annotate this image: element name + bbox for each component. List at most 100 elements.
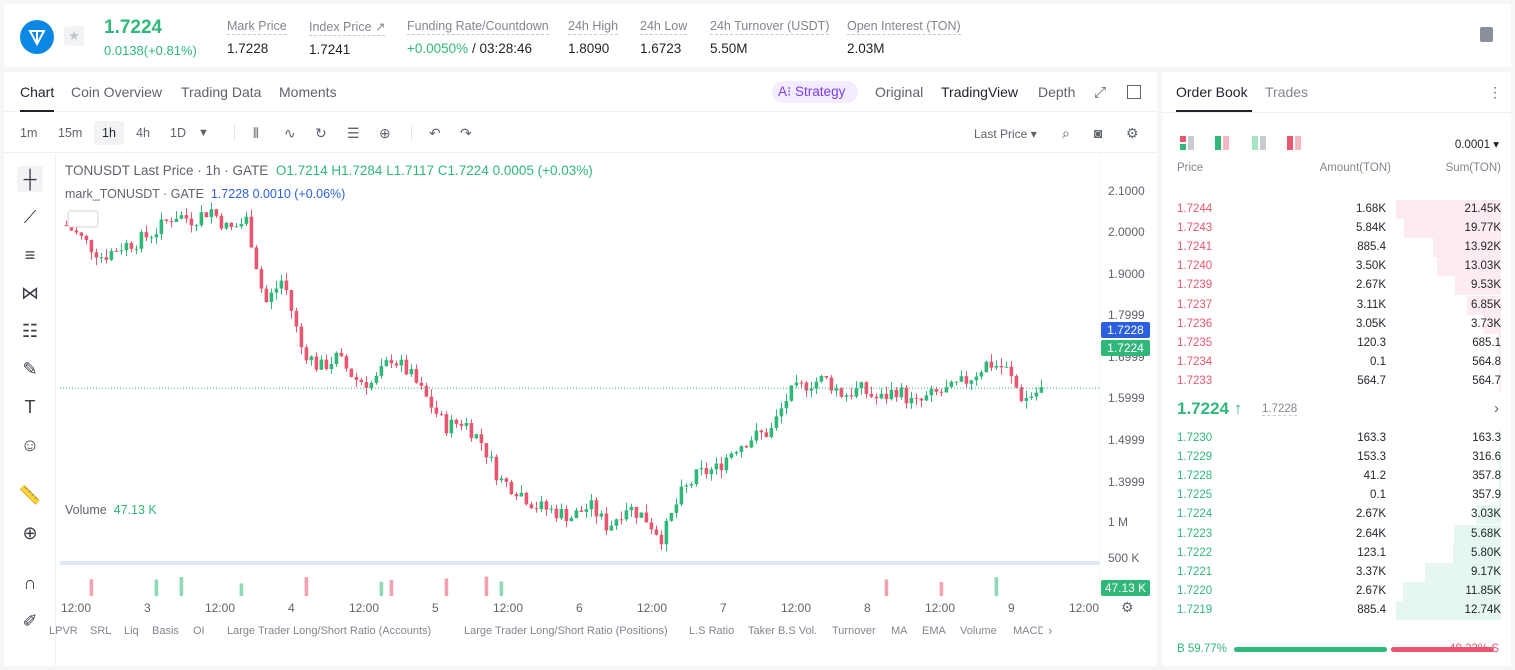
candle-body — [714, 463, 719, 470]
book-sells-icon[interactable] — [1287, 136, 1301, 150]
depth-bar — [1452, 543, 1501, 563]
ask-row[interactable]: 1.7236 3.05K 3.73K — [1162, 314, 1511, 334]
ask-row[interactable]: 1.7244 1.68K 21.45K — [1162, 200, 1511, 219]
indicators-icon[interactable]: ∿ — [284, 125, 296, 141]
bid-row[interactable]: 1.7224 2.67K 3.03K — [1162, 505, 1511, 525]
interval-dropdown-icon[interactable]: ▼ — [198, 127, 209, 139]
tab-order-book[interactable]: Order Book — [1176, 84, 1248, 100]
book-asks-icon[interactable] — [1252, 136, 1266, 150]
redo-icon[interactable]: ↷ — [460, 125, 472, 141]
tab-moments[interactable]: Moments — [279, 84, 337, 100]
alert-add-icon[interactable]: ⊕ — [379, 125, 391, 141]
stat-index-price[interactable]: Index Price ↗ 1.7241 — [309, 19, 386, 57]
trendline-icon[interactable]: ⟋ — [23, 207, 37, 227]
interval-4h[interactable]: 4h — [136, 126, 150, 140]
candle-body — [404, 359, 409, 375]
ruler-icon[interactable]: 📏 — [18, 485, 42, 505]
y-tick: 1.4999 — [1108, 433, 1145, 447]
window-icon[interactable] — [1127, 85, 1141, 99]
guide-book-icon[interactable] — [1480, 27, 1493, 42]
indicator-item[interactable]: Taker B.S Vol. — [748, 625, 818, 637]
more-icon[interactable]: ⋮ — [1488, 84, 1502, 100]
indicator-item[interactable]: Basis — [152, 625, 179, 637]
tab-trades[interactable]: Trades — [1265, 84, 1309, 100]
ask-row[interactable]: 1.7235 120.3 685.1 — [1162, 333, 1511, 353]
ask-row[interactable]: 1.7234 0.1 564.8 — [1162, 352, 1511, 372]
indicator-item[interactable]: L.S Ratio — [689, 625, 735, 637]
interval-1m[interactable]: 1m — [20, 126, 38, 140]
magnet-icon[interactable]: ∩ — [23, 573, 37, 593]
camera-icon[interactable]: ◙ — [1094, 125, 1103, 141]
candle-body — [919, 398, 924, 401]
candle-body — [729, 453, 734, 458]
ask-row[interactable]: 1.7239 2.67K 9.53K — [1162, 276, 1511, 296]
indicator-item[interactable]: MA — [891, 625, 908, 637]
bid-row[interactable]: 1.7221 3.37K 9.17K — [1162, 562, 1511, 582]
ask-row[interactable]: 1.7240 3.50K 13.03K — [1162, 257, 1511, 277]
indicator-item[interactable]: Liq — [124, 625, 139, 637]
volume-tick: 500 K — [1108, 551, 1140, 565]
undo-icon[interactable]: ↶ — [429, 125, 441, 141]
candlestick-chart[interactable] — [60, 154, 1100, 596]
search-icon[interactable]: ⌕ — [1062, 125, 1070, 141]
emoji-icon[interactable]: ☺ — [20, 435, 40, 455]
candle-type-icon[interactable]: ⫴ — [253, 125, 259, 141]
ask-row[interactable]: 1.7241 885.4 13.92K — [1162, 238, 1511, 258]
expand-icon[interactable]: ⤢ — [1094, 84, 1107, 101]
indicator-item[interactable]: SRL — [90, 625, 112, 637]
bid-row[interactable]: 1.7228 41.2 357.8 — [1162, 467, 1511, 487]
indicator-item[interactable]: OI — [193, 625, 205, 637]
bid-row[interactable]: 1.7219 885.4 12.74K — [1162, 600, 1511, 620]
view-depth[interactable]: Depth — [1038, 84, 1076, 100]
tab-trading-data[interactable]: Trading Data — [181, 84, 262, 100]
indicator-item[interactable]: EMA — [922, 625, 946, 637]
tab-chart[interactable]: Chart — [20, 84, 55, 100]
indicator-item[interactable]: LPVR — [49, 625, 78, 637]
ask-row[interactable]: 1.7243 5.84K 19.77K — [1162, 219, 1511, 239]
bid-row[interactable]: 1.7230 163.3 163.3 — [1162, 429, 1511, 448]
text-tool-icon[interactable]: T — [24, 397, 36, 417]
chevron-right-icon[interactable]: › — [1494, 400, 1499, 417]
bid-row[interactable]: 1.7229 153.3 316.6 — [1162, 448, 1511, 468]
pattern-icon[interactable]: ⋈ — [21, 283, 39, 303]
axis-settings-icon[interactable]: ⚙ — [1121, 599, 1134, 615]
scroll-right-icon[interactable]: › — [1048, 623, 1053, 638]
indicator-item[interactable]: Volume — [960, 625, 997, 637]
candle-body — [99, 257, 104, 259]
bid-row[interactable]: 1.7220 2.67K 11.85K — [1162, 581, 1511, 601]
lock-draw-icon[interactable]: ✐ — [22, 611, 38, 631]
horizontal-lines-icon[interactable]: ≡ — [24, 245, 36, 265]
book-bids-icon[interactable] — [1215, 136, 1229, 150]
crosshair-icon[interactable]: ┼ — [17, 166, 43, 192]
compare-icon[interactable]: ↻ — [315, 125, 327, 141]
interval-1h[interactable]: 1h — [94, 121, 124, 145]
precision-select[interactable]: 0.0001 ▾ — [1454, 139, 1499, 151]
funding-rate: +0.0050% — [407, 41, 469, 56]
ask-row[interactable]: 1.7237 3.11K 6.85K — [1162, 295, 1511, 315]
brush-icon[interactable]: ✎ — [22, 359, 38, 379]
bid-row[interactable]: 1.7225 0.1 357.9 — [1162, 486, 1511, 506]
indicator-item[interactable]: Large Trader Long/Short Ratio (Accounts) — [227, 625, 432, 637]
view-original[interactable]: Original — [875, 84, 924, 100]
indicator-item[interactable]: Turnover — [832, 625, 876, 637]
indicator-item[interactable]: MACD — [1013, 625, 1043, 637]
templates-icon[interactable]: ☰ — [347, 125, 360, 141]
price-type-select[interactable]: Last Price ▾ — [974, 127, 1037, 141]
zoom-in-icon[interactable]: ⊕ — [22, 523, 38, 543]
bid-row[interactable]: 1.7222 123.1 5.80K — [1162, 543, 1511, 563]
interval-15m[interactable]: 15m — [58, 126, 83, 140]
interval-1d[interactable]: 1D — [170, 126, 186, 140]
bid-row[interactable]: 1.7223 2.64K 5.68K — [1162, 524, 1511, 544]
settings-gear-icon[interactable]: ⚙ — [1126, 125, 1139, 141]
strategy-button[interactable]: A⁝ Strategy — [772, 81, 858, 103]
row-sum: 19.77K — [1464, 222, 1501, 235]
view-tradingview[interactable]: TradingView — [941, 84, 1019, 100]
tab-coin-overview[interactable]: Coin Overview — [71, 84, 163, 100]
indicator-item[interactable]: Large Trader Long/Short Ratio (Positions… — [464, 625, 668, 637]
fib-icon[interactable]: ☷ — [21, 321, 39, 341]
candle-body — [614, 519, 619, 526]
ask-row[interactable]: 1.7233 564.7 564.7 — [1162, 371, 1511, 391]
favorite-star-icon[interactable]: ★ — [64, 26, 84, 46]
buy-ratio-bar — [1234, 647, 1388, 652]
book-both-icon[interactable] — [1180, 136, 1194, 150]
